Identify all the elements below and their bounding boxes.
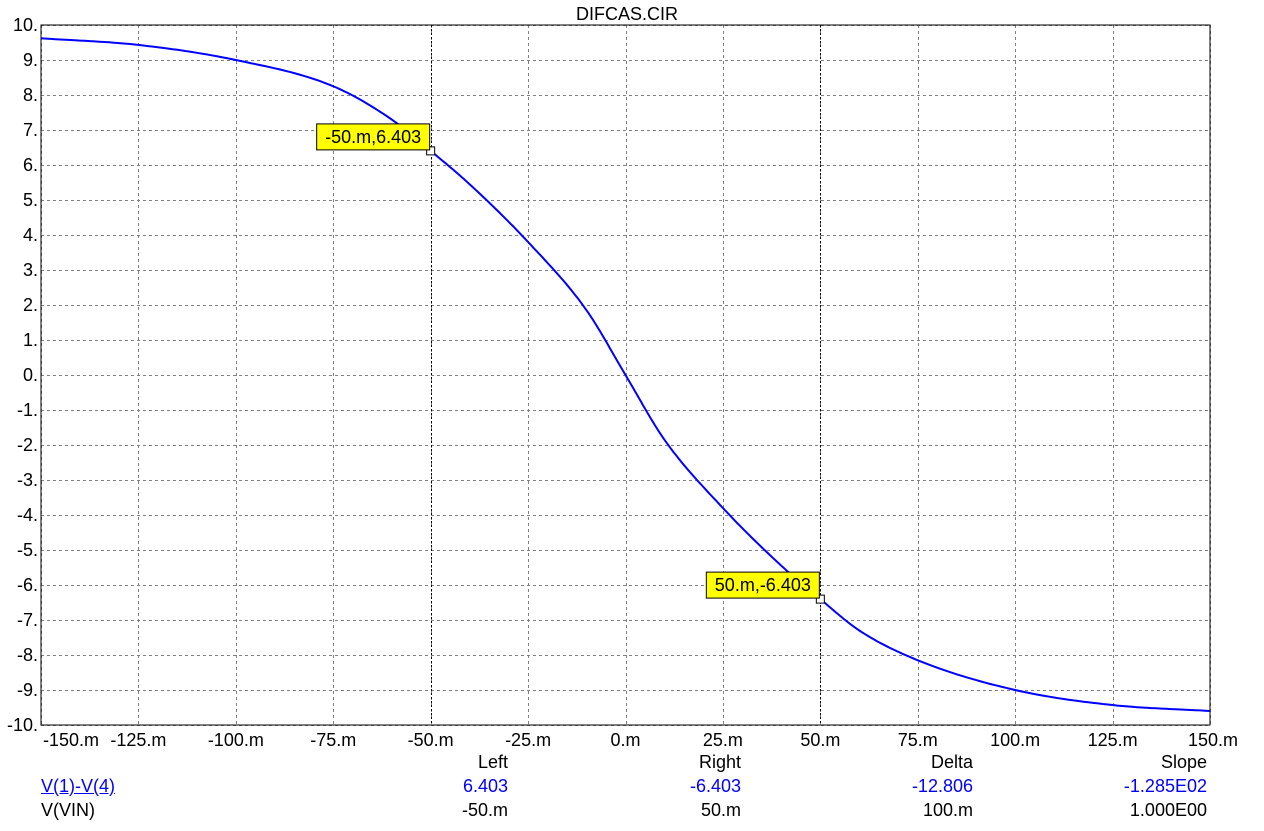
y-tick-label: 1. [23, 330, 38, 350]
readout-delta-value: 100.m [922, 800, 973, 820]
trace-name: V(VIN) [41, 800, 95, 820]
x-tick-label: 75.m [898, 730, 938, 750]
y-tick-label: -9. [17, 680, 38, 700]
x-tick-label: -100.m [208, 730, 264, 750]
y-tick-label: 0. [23, 365, 38, 385]
cursor-label-box [705, 571, 820, 599]
readout-slope-value: 1.000E00 [1129, 800, 1207, 820]
readout-right-value: 50.m [700, 800, 741, 820]
cursor-point-marker [815, 594, 825, 604]
cursor-point-marker [426, 146, 436, 156]
cursor-label: 50.m,-6.403 [715, 575, 811, 595]
header-delta: Delta [930, 752, 973, 772]
readout-left-value: 6.403 [462, 776, 508, 796]
y-tick-label: 10. [13, 15, 38, 35]
header-left: Left [477, 752, 508, 772]
readout-slope-value: -1.285E02 [1123, 776, 1207, 796]
y-tick-label: -4. [17, 505, 38, 525]
x-tick-label: 150.m [1188, 730, 1238, 750]
x-tick-label: 100.m [990, 730, 1040, 750]
readout-delta-value: -12.806 [911, 776, 973, 796]
readout-row: V(VIN) -50.m 50.m 100.m 1.000E00 [0, 799, 1264, 821]
header-slope: Slope [1160, 752, 1207, 772]
cursor-lines[interactable] [431, 25, 821, 725]
y-tick-label: -8. [17, 645, 38, 665]
y-tick-label: 5. [23, 190, 38, 210]
trace-name-link[interactable]: V(1)-V(4) [41, 776, 116, 796]
y-tick-label: -1. [17, 400, 38, 420]
series-line [40, 37, 1211, 712]
cursor-markers[interactable]: -50.m,6.403 50.m,-6.403 [316, 123, 825, 604]
y-tick-label: -6. [17, 575, 38, 595]
y-tick-label: 2. [23, 295, 38, 315]
y-tick-label: 8. [23, 85, 38, 105]
traces [40, 37, 1211, 712]
y-tick-label: 4. [23, 225, 38, 245]
plot-frame [40, 24, 1211, 726]
x-tick-label: -150.m [43, 730, 99, 750]
chart-title: DIFCAS.CIR [576, 4, 678, 24]
x-tick-label: -50.m [408, 730, 454, 750]
y-tick-label: 7. [23, 120, 38, 140]
readout-header: Left Right Delta Slope [0, 751, 1264, 773]
y-tick-label: 3. [23, 260, 38, 280]
y-tick-label: -7. [17, 610, 38, 630]
y-tick-label: 9. [23, 50, 38, 70]
cursor-label-box [316, 123, 431, 151]
y-tick-label: -5. [17, 540, 38, 560]
y-tick-label: -2. [17, 435, 38, 455]
y-tick-label: 6. [23, 155, 38, 175]
chart-plot: DIFCAS.CIR 10. 9. 8. 7. 6. 5. 4. 3. 2. 1. 0. -1. -2.… [7, 4, 1238, 750]
y-tick-label: -10. [7, 715, 38, 735]
y-tick-label: -3. [17, 470, 38, 490]
x-tick-label: 0.m [610, 730, 640, 750]
x-axis-tick-labels: -150.m -125.m -100.m -75.m -50.m -25.m 0.m 25.m… [43, 730, 1238, 750]
readout-row: V(1)-V(4) 6.403 -6.403 -12.806 -1.285E02 [0, 775, 1264, 797]
x-tick-label: 25.m [703, 730, 743, 750]
x-tick-label: -75.m [310, 730, 356, 750]
y-axis-tick-labels: 10. 9. 8. 7. 6. 5. 4. 3. 2. 1. 0. -1. -2. -3. -4. -5. -6… [7, 15, 38, 735]
cursor-label: -50.m,6.403 [325, 127, 421, 147]
x-tick-label: -125.m [110, 730, 166, 750]
readout-right-value: -6.403 [689, 776, 741, 796]
x-tick-label: 125.m [1088, 730, 1138, 750]
header-right: Right [698, 752, 741, 772]
x-tick-label: 50.m [800, 730, 840, 750]
readout-left-value: -50.m [461, 800, 508, 820]
x-tick-label: -25.m [505, 730, 551, 750]
